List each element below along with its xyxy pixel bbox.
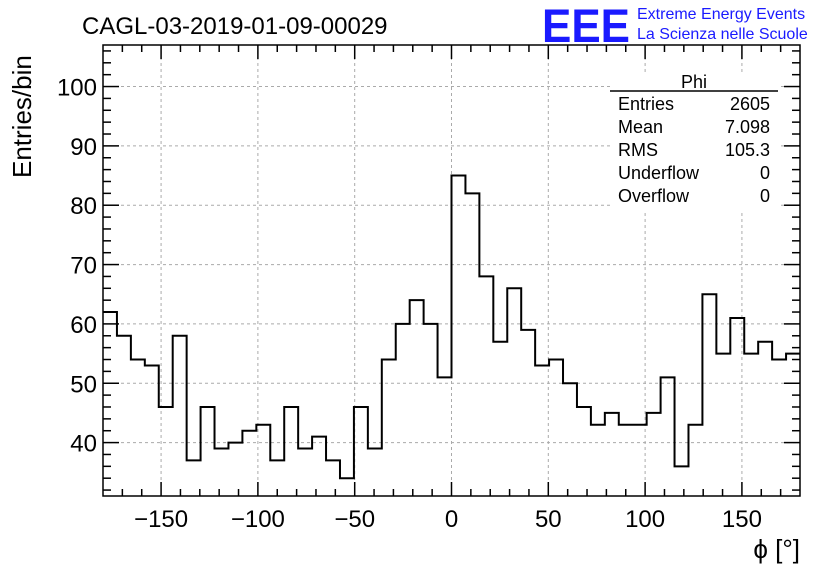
histogram-bin [312, 437, 326, 496]
histogram-series [103, 174, 800, 496]
stats-box-title: Phi [681, 72, 707, 92]
histogram-bin [465, 193, 479, 496]
logo-line1: Extreme Energy Events [637, 6, 805, 23]
histogram-bin [340, 478, 354, 496]
histogram-bin [438, 377, 452, 496]
histogram-bin [730, 318, 744, 496]
histogram-bin [410, 300, 424, 496]
stats-row-label: RMS [618, 140, 658, 160]
x-axis-label: ϕ [°] [753, 534, 800, 564]
y-tick-label: 50 [70, 371, 97, 398]
histogram-bin [382, 360, 396, 496]
logo-line2: La Scienza nelle Scuole [637, 26, 808, 43]
y-tick-labels: 40 50 60 70 80 90 100 [57, 75, 97, 458]
histogram-bin [215, 449, 229, 496]
stats-row-value: 7.098 [725, 117, 770, 137]
stats-row-label: Entries [618, 94, 674, 114]
x-tick-label: 50 [535, 506, 562, 533]
x-tick-label: −50 [334, 506, 375, 533]
histogram-bin [131, 360, 145, 496]
y-tick-label: 80 [70, 193, 97, 220]
eee-logo: EEE Extreme Energy Events La Scienza nel… [542, 0, 808, 52]
histogram-bin [702, 294, 716, 496]
stats-row-value: 2605 [730, 94, 770, 114]
histogram-bin [242, 431, 256, 496]
x-tick-label: 0 [445, 506, 458, 533]
x-tick-label: −150 [134, 506, 188, 533]
y-tick-label: 70 [70, 253, 97, 280]
histogram-bin [786, 354, 800, 496]
histogram-bin [396, 324, 410, 496]
histogram-bin [201, 407, 215, 496]
histogram-bin [605, 413, 619, 496]
histogram-bin [117, 336, 131, 496]
histogram-bin [368, 449, 382, 496]
y-tick-label: 90 [70, 134, 97, 161]
histogram-bin [507, 288, 521, 496]
histogram-bin [744, 354, 758, 496]
stats-row-label: Underflow [618, 163, 700, 183]
y-tick-label: 100 [57, 75, 97, 102]
histogram-bin [661, 377, 675, 496]
y-tick-label: 60 [70, 312, 97, 339]
stats-row-label: Mean [618, 117, 663, 137]
histogram-bin [675, 466, 689, 496]
histogram-bin [187, 460, 201, 496]
x-tick-label: −100 [231, 506, 285, 533]
histogram-bin [535, 365, 549, 496]
chart-title: CAGL-03-2019-01-09-00029 [82, 13, 388, 40]
histogram-bin [103, 312, 117, 496]
stats-row-label: Overflow [618, 186, 690, 206]
histogram-bin [716, 354, 730, 496]
stats-row-value: 0 [760, 163, 770, 183]
histogram-bin [772, 360, 786, 496]
histogram-bin [758, 342, 772, 496]
stats-box: Phi Entries 2605 Mean 7.098 RMS 105.3 Underflo… [610, 72, 778, 212]
histogram-bin [354, 407, 368, 496]
histogram-bin [284, 407, 298, 496]
histogram-bin [563, 383, 577, 496]
logo-mark: EEE [542, 0, 630, 52]
histogram-bin [647, 413, 661, 496]
histogram-bin [326, 460, 340, 496]
histogram-bin [619, 425, 633, 496]
stats-row-value: 0 [760, 186, 770, 206]
histogram-step-line [103, 174, 800, 480]
x-tick-label: 150 [722, 506, 762, 533]
histogram-bin [493, 342, 507, 496]
x-tick-label: 100 [625, 506, 665, 533]
histogram-bin [577, 407, 591, 496]
x-tick-labels: −150 −100 −50 0 50 100 150 [134, 506, 762, 533]
y-tick-label: 40 [70, 431, 97, 458]
histogram-bin [688, 425, 702, 496]
stats-box-background [610, 72, 778, 212]
histogram-bin [228, 443, 242, 496]
histogram-bin [424, 324, 438, 496]
histogram-bin [145, 365, 159, 496]
axis-ticks [103, 45, 800, 496]
histogram-bin [479, 276, 493, 496]
stats-row-value: 105.3 [725, 140, 770, 160]
histogram-bin [521, 330, 535, 496]
histogram-bin [173, 336, 187, 496]
histogram-bin [452, 176, 466, 496]
y-axis-label: Entries/bin [7, 55, 37, 178]
histogram-bin [298, 449, 312, 496]
histogram-bin [549, 360, 563, 496]
histogram-bin [591, 425, 605, 496]
